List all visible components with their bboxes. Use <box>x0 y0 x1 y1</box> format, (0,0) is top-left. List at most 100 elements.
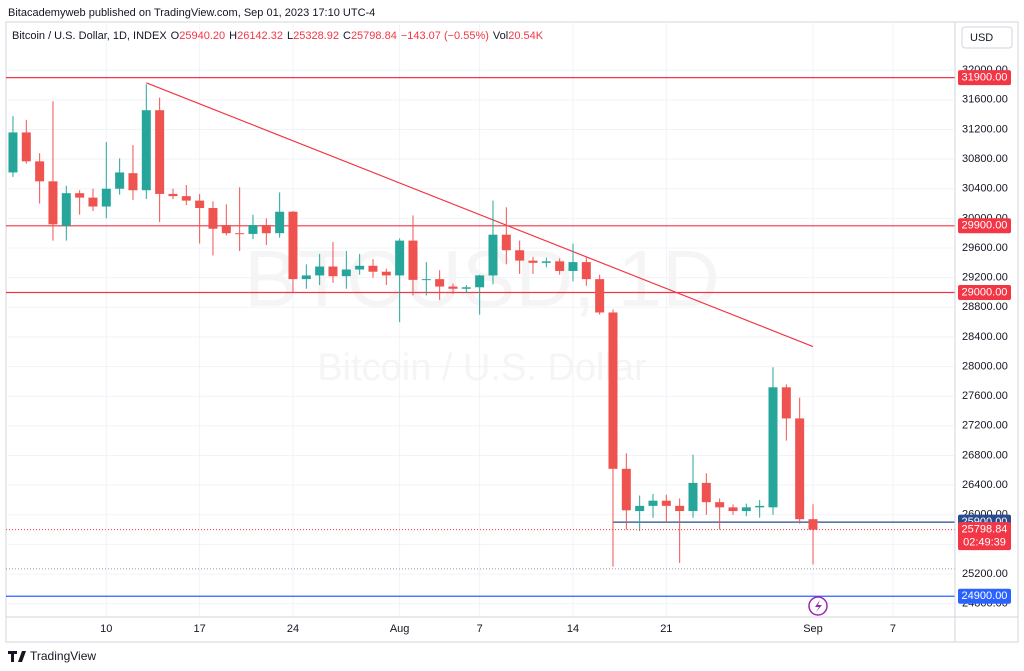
candle-body <box>288 211 298 280</box>
candle-body <box>75 193 85 198</box>
candle-body <box>528 260 538 263</box>
candle-body <box>8 132 18 173</box>
x-tick-label: 10 <box>100 623 112 635</box>
candle-body <box>648 500 658 506</box>
candle-body <box>115 172 125 189</box>
legend-low: 25328.92 <box>293 30 339 42</box>
candle-body <box>168 193 178 197</box>
candle-body <box>728 507 738 512</box>
candle-body <box>341 269 351 277</box>
y-tick-label: 28400.00 <box>962 331 1008 343</box>
publisher: Bitacademyweb published on TradingView.c… <box>8 7 375 19</box>
candle-body <box>155 110 165 194</box>
candle-body <box>141 110 151 191</box>
x-tick-label: Sep <box>803 623 823 635</box>
candle-body <box>248 225 258 234</box>
level-label: 29900.00 <box>962 220 1008 232</box>
legend-low-label: L <box>287 30 293 42</box>
candle-body <box>381 271 391 276</box>
candle-body <box>101 188 111 207</box>
branding: TradingView <box>30 649 96 663</box>
currency[interactable]: USD <box>970 32 993 44</box>
axes: 24800.0025200.0025600.0026000.0026400.00… <box>100 64 1011 635</box>
candle-body <box>408 240 418 280</box>
logo: TradingView <box>8 649 96 663</box>
candle-body <box>621 468 631 511</box>
legend-symbol: Bitcoin / U.S. Dollar, 1D, INDEX <box>12 30 167 42</box>
frame <box>5 21 1019 643</box>
x-tick-label: 24 <box>287 623 299 635</box>
level-tag <box>958 284 1011 300</box>
candle-body <box>195 200 205 209</box>
level-tag <box>958 70 1011 86</box>
x-tick-label: 14 <box>567 623 579 635</box>
legend-high-label: H <box>229 30 237 42</box>
candle-body <box>475 275 485 288</box>
candle-body <box>328 266 338 277</box>
candle-body <box>355 265 365 270</box>
event-bolt[interactable] <box>815 600 822 612</box>
candle-body <box>315 266 325 276</box>
x-tick-label: 21 <box>660 623 672 635</box>
candle-body <box>808 519 818 530</box>
y-tick-label: 29200.00 <box>962 272 1008 284</box>
candle-body <box>515 250 525 261</box>
y-tick-label: 30800.00 <box>962 153 1008 165</box>
x-tick-label: 7 <box>890 623 896 635</box>
candle-body <box>555 261 565 271</box>
candle-body <box>581 262 591 280</box>
candle-body <box>568 262 578 271</box>
candle-body <box>395 240 405 276</box>
candle-body <box>688 482 698 512</box>
countdown: 02:49:39 <box>963 537 1006 549</box>
y-tick-label: 26800.00 <box>962 449 1008 461</box>
legend-close: 25798.84 <box>351 30 397 42</box>
candle-body <box>128 173 138 191</box>
last-price-label: 25798.84 <box>962 524 1008 536</box>
candle-body <box>541 261 551 263</box>
candle-body <box>741 507 751 512</box>
y-tick-label: 29600.00 <box>962 242 1008 254</box>
event-icon[interactable] <box>808 596 828 616</box>
candle-body <box>235 233 245 235</box>
x-tick-label: 17 <box>194 623 206 635</box>
currency-button[interactable] <box>961 26 1013 49</box>
level-label: 24900.00 <box>962 590 1008 602</box>
legend-volume-label: Vol <box>493 30 508 42</box>
candle-body <box>35 161 45 182</box>
candle-body <box>221 225 231 234</box>
y-tick-label: 28000.00 <box>962 360 1008 372</box>
x-tick-label: Aug <box>390 623 410 635</box>
candle-body <box>795 418 805 520</box>
candle-body <box>301 275 311 280</box>
candle-body <box>181 196 191 201</box>
y-tick-label: 30400.00 <box>962 183 1008 195</box>
candle-body <box>768 387 778 508</box>
level-tag <box>958 588 1011 604</box>
candle-body <box>61 193 71 226</box>
candle-body <box>368 265 378 272</box>
x-tick-label: 7 <box>477 623 483 635</box>
candle-body <box>715 502 725 508</box>
candle-body <box>261 225 271 234</box>
candle-body <box>501 234 511 251</box>
candle-body <box>448 286 458 289</box>
candle-body <box>608 312 618 469</box>
candle-body <box>675 505 685 512</box>
y-tick-label: 27600.00 <box>962 390 1008 402</box>
level-label: 31900.00 <box>962 72 1008 84</box>
y-tick-label: 26400.00 <box>962 479 1008 491</box>
y-tick-label: 28800.00 <box>962 301 1008 313</box>
level-tag <box>958 218 1011 234</box>
legend: Bitcoin / U.S. Dollar, 1D, INDEX O25940.2… <box>12 30 544 42</box>
legend-volume: 20.54K <box>508 30 544 42</box>
legend-high: 26142.32 <box>237 30 283 42</box>
candle-body <box>635 505 645 512</box>
y-tick-label: 25200.00 <box>962 568 1008 580</box>
level-label: 29000.00 <box>962 286 1008 298</box>
candle-body <box>461 287 471 289</box>
plot <box>6 77 955 597</box>
